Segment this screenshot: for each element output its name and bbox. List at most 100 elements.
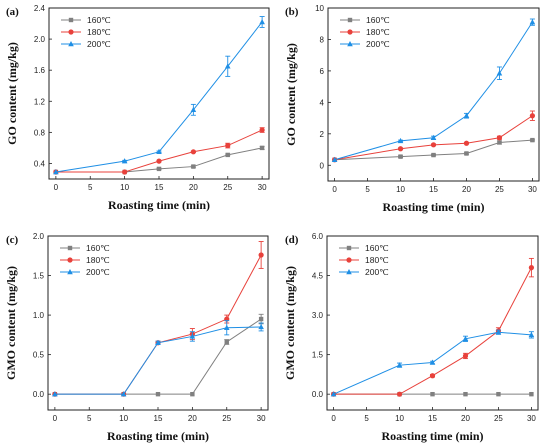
legend-marker: [347, 17, 353, 23]
series-triangle: [53, 16, 265, 175]
data-point: [396, 362, 403, 368]
legend-label: 200℃: [86, 267, 110, 277]
panel-b: 0 5 10 15 20 25 30 0 2 4 6 8 10 Roasting time (min) GO…: [284, 4, 540, 214]
legend-marker: [346, 245, 352, 251]
series-line: [334, 21, 533, 161]
panel-label: (b): [285, 6, 299, 18]
series-line: [54, 318, 262, 395]
data-point: [122, 169, 128, 175]
data-point: [528, 265, 535, 271]
data-point: [224, 339, 229, 345]
series-triangle: [330, 329, 535, 397]
data-point: [430, 142, 437, 148]
data-point: [258, 323, 264, 330]
legend-label: 200℃: [365, 267, 389, 277]
data-point: [121, 158, 128, 164]
y-tick-label: 10: [315, 4, 324, 13]
x-tick-label: 5: [87, 414, 92, 423]
data-point: [223, 324, 230, 330]
x-tick-label: 10: [396, 185, 405, 194]
y-axis-title: GO content (mg/kg): [5, 42, 19, 145]
data-point: [259, 18, 265, 25]
y-tick-label: 1.0: [33, 311, 45, 320]
x-tick-label: 0: [53, 414, 58, 423]
series-circle: [52, 241, 264, 397]
x-tick-label: 15: [155, 183, 164, 192]
legend: 160℃ 180℃ 200℃: [340, 15, 390, 49]
legend: 160℃ 180℃ 200℃: [339, 243, 389, 277]
x-axis-title: Roasting time (min): [107, 429, 209, 443]
panel-label: (d): [285, 234, 299, 246]
x-tick-label: 20: [462, 185, 471, 194]
y-tick-label: 3.0: [312, 311, 324, 320]
data-point: [258, 316, 264, 322]
legend-label: 180℃: [365, 255, 389, 265]
data-point: [529, 113, 536, 119]
data-point: [464, 151, 469, 156]
data-point: [53, 169, 59, 175]
x-tick-label: 30: [258, 183, 267, 192]
y-tick-label: 4: [320, 98, 325, 107]
x-tick-label: 15: [428, 414, 437, 423]
legend-label: 160℃: [87, 15, 111, 25]
data-point: [331, 156, 338, 162]
data-point: [225, 142, 231, 149]
data-point: [496, 135, 503, 141]
data-point: [330, 391, 337, 397]
y-tick-label: 0.0: [312, 390, 324, 399]
data-point: [191, 164, 196, 169]
y-tick-label: 4.5: [312, 272, 324, 281]
data-point: [156, 158, 162, 164]
y-axis-title: GMO content (mg/kg): [283, 266, 297, 380]
series-line: [54, 326, 262, 395]
x-tick-label: 10: [395, 414, 404, 423]
y-tick-label: 2.0: [33, 232, 45, 241]
legend-label: 160℃: [86, 243, 110, 253]
series-line: [334, 139, 533, 161]
x-tick-label: 25: [495, 185, 504, 194]
data-point: [156, 166, 162, 172]
data-point: [430, 134, 437, 140]
data-point: [431, 152, 436, 158]
y-tick-label: 0.4: [34, 159, 46, 168]
data-point: [190, 106, 197, 113]
data-point: [259, 127, 265, 133]
x-axis-title: Roasting time (min): [382, 429, 484, 443]
data-point: [190, 149, 196, 155]
y-tick-label: 0.0: [33, 390, 45, 399]
legend-marker: [67, 269, 73, 275]
data-point: [258, 252, 264, 258]
legend-marker: [67, 257, 73, 263]
data-point: [528, 331, 535, 338]
x-tick-label: 20: [461, 414, 470, 423]
data-point: [155, 339, 161, 345]
x-tick-label: 25: [223, 183, 232, 192]
x-tick-label: 5: [365, 185, 370, 194]
data-point: [429, 373, 436, 379]
legend-label: 160℃: [365, 243, 389, 253]
y-tick-label: 2.4: [34, 4, 46, 13]
data-point: [430, 391, 435, 397]
data-point: [496, 391, 501, 397]
series-line: [333, 267, 532, 395]
x-tick-label: 5: [88, 183, 93, 192]
data-point: [398, 154, 403, 159]
data-point: [463, 140, 470, 146]
data-point: [189, 333, 196, 339]
x-tick-label: 15: [429, 185, 438, 194]
legend-marker: [347, 29, 353, 35]
data-point: [156, 148, 162, 154]
data-point: [397, 146, 404, 152]
legend-marker: [347, 41, 353, 47]
x-tick-label: 20: [189, 183, 198, 192]
panel-label: (c): [6, 234, 19, 246]
y-tick-label: 0: [320, 161, 325, 170]
y-tick-label: 8: [320, 35, 325, 44]
data-point: [496, 70, 503, 76]
legend-label: 180℃: [86, 255, 110, 265]
x-tick-label: 0: [332, 185, 337, 194]
data-point: [120, 391, 127, 397]
plot-frame: [47, 235, 269, 411]
x-tick-label: 0: [54, 183, 59, 192]
series-triangle: [52, 320, 264, 397]
